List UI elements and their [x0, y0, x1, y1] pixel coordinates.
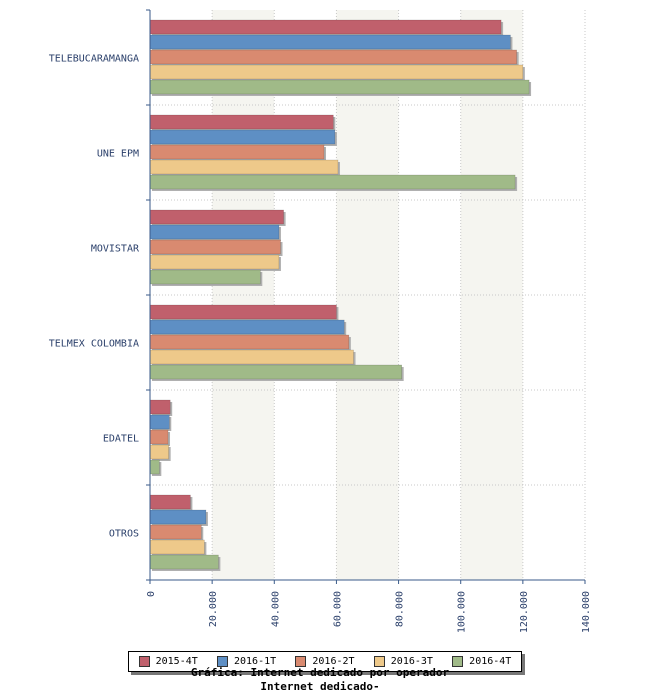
- legend-swatch: [217, 656, 228, 667]
- bar: [149, 34, 511, 50]
- legend-swatch: [452, 656, 464, 667]
- legend-item: 2016-2T: [295, 656, 355, 667]
- bar: [149, 399, 171, 415]
- plot-band: [274, 10, 337, 580]
- legend-label: 2016-3T: [390, 656, 433, 667]
- category-label: OTROS: [109, 529, 139, 540]
- x-tick-label: 120.000: [519, 591, 530, 633]
- x-tick-label: 40.000: [270, 591, 281, 627]
- bar: [149, 414, 170, 430]
- bar: [149, 49, 517, 65]
- bar: [149, 494, 191, 510]
- bar: [149, 364, 402, 380]
- bar: [149, 459, 160, 475]
- chart-legend: 2015-4T 2016-1T 2016-2T 2016-3T 2016-4T: [128, 651, 522, 672]
- legend-label: 2016-4T: [469, 656, 512, 667]
- legend-item: 2016-3T: [373, 656, 433, 667]
- category-label: UNE EPM: [97, 149, 139, 160]
- bar: [149, 429, 169, 445]
- bar: [149, 304, 337, 320]
- category-label: TELEBUCARAMANGA: [49, 54, 139, 65]
- category-label: MOVISTAR: [91, 244, 140, 255]
- x-tick-label: 60.000: [332, 591, 343, 627]
- bar: [149, 114, 334, 130]
- bar: [149, 319, 345, 335]
- bar: [149, 64, 524, 80]
- chart-caption-line1: Gráfica: Internet dedicado por operador: [190, 666, 450, 679]
- legend-item: 2016-4T: [452, 656, 511, 667]
- legend-item: 2015-4T: [138, 656, 198, 667]
- bar: [149, 509, 207, 525]
- bar: [149, 444, 169, 460]
- bar: [149, 539, 205, 555]
- legend-swatch: [138, 656, 150, 667]
- category-label: EDATEL: [103, 434, 139, 445]
- x-tick-label: 100.000: [457, 591, 468, 633]
- bar: [149, 174, 516, 190]
- bar: [149, 554, 219, 570]
- bar: [149, 129, 336, 145]
- plot-band: [522, 10, 585, 580]
- bar: [149, 209, 284, 225]
- x-tick-label: 140.000: [581, 591, 592, 633]
- legend-label: 2015-4T: [155, 656, 198, 667]
- bar: [149, 159, 339, 175]
- bar: [149, 334, 350, 350]
- legend-label: 2016-2T: [312, 656, 355, 667]
- bar: [149, 79, 530, 95]
- legend-swatch: [373, 656, 385, 667]
- legend-item: 2016-1T: [217, 656, 276, 667]
- bar: [149, 224, 280, 240]
- bar: [149, 524, 202, 540]
- bar: [149, 144, 325, 160]
- category-label: TELMEX COLOMBIA: [49, 339, 139, 350]
- bar: [149, 254, 280, 270]
- bar: [149, 269, 261, 285]
- bar: [149, 19, 502, 35]
- legend-label: 2016-1T: [234, 656, 277, 667]
- x-tick-label: 80.000: [395, 591, 406, 627]
- x-tick-label: 20.000: [208, 591, 219, 627]
- plot-band: [336, 10, 399, 580]
- legend-swatch: [295, 656, 307, 667]
- bar: [149, 349, 354, 365]
- chart-caption-line2: Internet dedicado-: [260, 680, 380, 693]
- bar: [149, 239, 281, 255]
- x-tick-label: 0: [146, 591, 157, 597]
